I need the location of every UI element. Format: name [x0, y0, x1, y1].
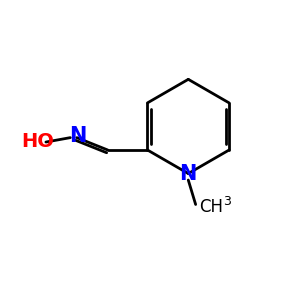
Text: HO: HO [21, 132, 54, 151]
Text: N: N [69, 126, 86, 146]
Text: 3: 3 [223, 195, 230, 208]
Text: CH: CH [199, 198, 223, 216]
Text: N: N [180, 164, 197, 184]
